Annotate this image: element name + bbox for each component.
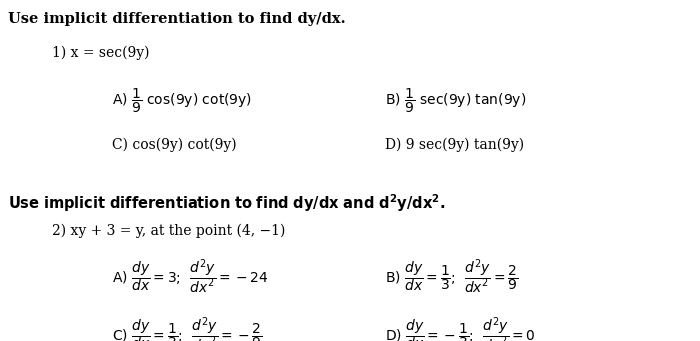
Text: Use implicit differentiation to find dy/dx.: Use implicit differentiation to find dy/… [8,12,346,26]
Text: D) 9 sec(9y) tan(9y): D) 9 sec(9y) tan(9y) [385,138,524,152]
Text: B) $\dfrac{1}{9}$ sec(9y) tan(9y): B) $\dfrac{1}{9}$ sec(9y) tan(9y) [385,87,526,115]
Text: $\mathbf{Use\ implicit\ differentiation\ to\ find\ dy/dx\ and\ d^{2}y/dx^{2}.}$: $\mathbf{Use\ implicit\ differentiation\… [8,193,446,214]
Text: 1) x = sec(9y): 1) x = sec(9y) [52,46,150,60]
Text: A) $\dfrac{dy}{dx} = 3$;  $\dfrac{d^2y}{dx^2} = -24$: A) $\dfrac{dy}{dx} = 3$; $\dfrac{d^2y}{d… [112,257,269,296]
Text: B) $\dfrac{dy}{dx} = \dfrac{1}{3}$;  $\dfrac{d^2y}{dx^2} = \dfrac{2}{9}$: B) $\dfrac{dy}{dx} = \dfrac{1}{3}$; $\df… [385,257,519,296]
Text: A) $\dfrac{1}{9}$ cos(9y) cot(9y): A) $\dfrac{1}{9}$ cos(9y) cot(9y) [112,87,252,115]
Text: C) $\dfrac{dy}{dx} = \dfrac{1}{3}$;  $\dfrac{d^2y}{dx^2} = -\dfrac{2}{9}$: C) $\dfrac{dy}{dx} = \dfrac{1}{3}$; $\df… [112,315,262,341]
Text: C) cos(9y) cot(9y): C) cos(9y) cot(9y) [112,138,237,152]
Text: 2) xy + 3 = y, at the point (4, −1): 2) xy + 3 = y, at the point (4, −1) [52,223,286,238]
Text: D) $\dfrac{dy}{dx} = -\dfrac{1}{3}$;  $\dfrac{d^2y}{dx^2} = 0$: D) $\dfrac{dy}{dx} = -\dfrac{1}{3}$; $\d… [385,315,536,341]
